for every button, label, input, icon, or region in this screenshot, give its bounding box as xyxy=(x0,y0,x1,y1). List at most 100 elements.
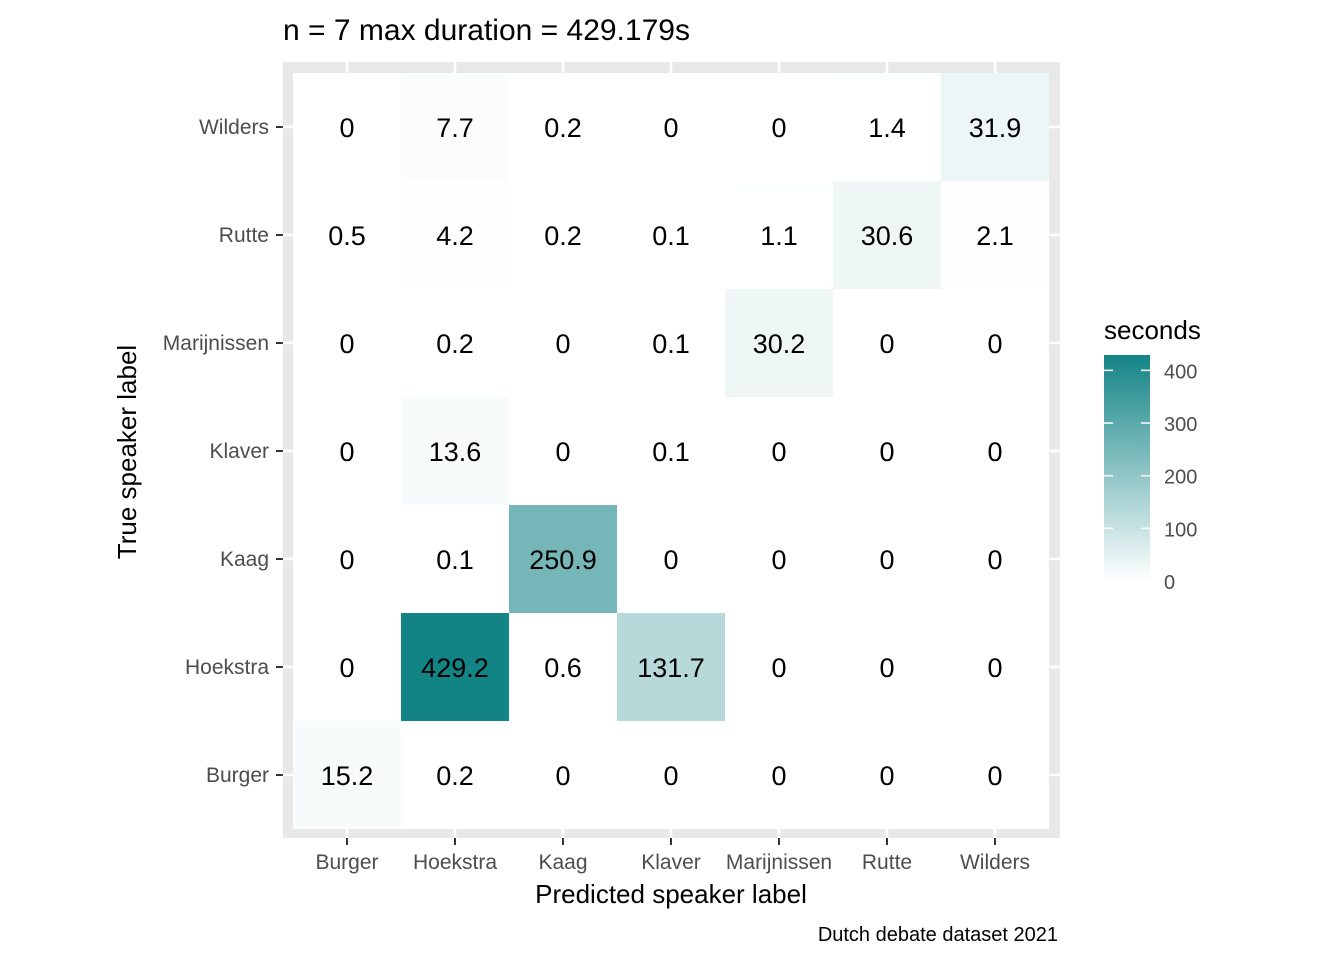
cell-value-label: 0 xyxy=(555,329,570,359)
heatmap-cell xyxy=(401,505,509,613)
cell-value-label: 30.6 xyxy=(861,221,914,251)
heatmap-cell xyxy=(617,613,725,721)
y-axis-title: True speaker label xyxy=(112,345,142,559)
x-tick-label: Hoekstra xyxy=(413,851,497,874)
heatmap-cell xyxy=(617,721,725,829)
y-axis: Burger Hoekstra Kaag Klaver Marijnissen Rutte… xyxy=(163,116,283,787)
cell-value-label: 0 xyxy=(771,653,786,683)
heatmap-cell xyxy=(617,397,725,505)
heatmap-cell xyxy=(509,73,617,181)
cell-value-label: 0.2 xyxy=(436,761,474,791)
cell-value-label: 0 xyxy=(339,329,354,359)
cell-value-label: 0 xyxy=(771,113,786,143)
cell-value-label: 13.6 xyxy=(429,437,482,467)
x-tick-label: Wilders xyxy=(960,851,1030,874)
heatmap-cell xyxy=(725,613,833,721)
cell-value-label: 0 xyxy=(339,653,354,683)
cell-value-label: 4.2 xyxy=(436,221,474,251)
cell-value-label: 0 xyxy=(663,761,678,791)
heatmap-cell xyxy=(293,397,401,505)
legend-tick-label: 300 xyxy=(1164,414,1197,436)
heatmap-cell xyxy=(401,73,509,181)
heatmap-cell xyxy=(293,289,401,397)
cell-value-label: 0.6 xyxy=(544,653,582,683)
y-tick-label: Wilders xyxy=(199,116,269,139)
cell-value-label: 1.4 xyxy=(868,113,906,143)
legend-tick-label: 400 xyxy=(1164,361,1197,383)
cell-value-label: 31.9 xyxy=(969,113,1022,143)
legend-tick-label: 0 xyxy=(1164,572,1175,594)
heatmap-cell xyxy=(293,73,401,181)
cell-value-label: 0.1 xyxy=(652,329,690,359)
heatmap-cell xyxy=(617,289,725,397)
cell-value-label: 30.2 xyxy=(753,329,806,359)
heatmap-cell xyxy=(725,721,833,829)
heatmap-cell xyxy=(293,613,401,721)
heatmap-cell xyxy=(941,505,1049,613)
y-tick-label: Klaver xyxy=(209,440,269,463)
cell-value-label: 0.2 xyxy=(436,329,474,359)
x-tick-label: Klaver xyxy=(641,851,701,874)
cell-value-label: 0.5 xyxy=(328,221,366,251)
cell-value-label: 0 xyxy=(987,761,1002,791)
heatmap-cell xyxy=(401,181,509,289)
y-tick-label: Hoekstra xyxy=(185,656,269,679)
heatmap-cell xyxy=(941,289,1049,397)
x-tick-label: Marijnissen xyxy=(726,851,832,874)
color-legend: seconds 0 100 200 300 400 xyxy=(1104,315,1201,594)
cell-value-label: 0 xyxy=(879,653,894,683)
heatmap-cell xyxy=(725,505,833,613)
x-tick-label: Rutte xyxy=(862,851,912,874)
x-tick-label: Burger xyxy=(315,851,378,874)
heatmap-cell xyxy=(509,721,617,829)
heatmap-cell xyxy=(509,397,617,505)
y-tick-label: Kaag xyxy=(220,548,269,571)
heatmap-cells xyxy=(293,73,1049,829)
legend-tick-label: 100 xyxy=(1164,519,1197,541)
cell-value-label: 0 xyxy=(771,437,786,467)
cell-value-label: 15.2 xyxy=(321,761,374,791)
cell-value-label: 429.2 xyxy=(421,653,489,683)
cell-labels: 15.2 0.2 0 0 0 0 0 0 429.2 0.6 131.7 0 0 0 0 0.1 250.9 0 0… xyxy=(321,113,1022,791)
chart-title: n = 7 max duration = 429.179s xyxy=(283,14,690,47)
heatmap-cell xyxy=(941,613,1049,721)
legend-title: seconds xyxy=(1104,315,1201,345)
heatmap-cell xyxy=(833,397,941,505)
cell-value-label: 0 xyxy=(771,545,786,575)
heatmap-cell xyxy=(725,73,833,181)
heatmap-cell xyxy=(401,289,509,397)
heatmap-cell xyxy=(617,505,725,613)
cell-value-label: 0 xyxy=(987,653,1002,683)
heatmap-cell xyxy=(617,73,725,181)
cell-value-label: 0 xyxy=(555,761,570,791)
cell-value-label: 0.2 xyxy=(544,221,582,251)
cell-value-label: 2.1 xyxy=(976,221,1014,251)
y-tick-label: Burger xyxy=(206,764,269,787)
heatmap-cell xyxy=(941,721,1049,829)
heatmap-cell xyxy=(293,181,401,289)
cell-value-label: 0 xyxy=(771,761,786,791)
cell-value-label: 0 xyxy=(879,329,894,359)
heatmap-cell xyxy=(833,73,941,181)
heatmap-cell xyxy=(941,73,1049,181)
x-axis-title: Predicted speaker label xyxy=(535,879,807,909)
cell-value-label: 0 xyxy=(339,113,354,143)
heatmap-cell xyxy=(833,613,941,721)
heatmap-cell xyxy=(509,505,617,613)
cell-value-label: 250.9 xyxy=(529,545,597,575)
heatmap-cell xyxy=(617,181,725,289)
y-tick-label: Marijnissen xyxy=(163,332,269,355)
heatmap-cell xyxy=(725,397,833,505)
cell-value-label: 0 xyxy=(879,545,894,575)
chart-caption: Dutch debate dataset 2021 xyxy=(818,924,1058,946)
heatmap-cell xyxy=(509,181,617,289)
heatmap-cell xyxy=(725,181,833,289)
x-axis: Burger Hoekstra Kaag Klaver Marijnissen Rutte… xyxy=(315,838,1030,874)
heatmap-cell xyxy=(401,397,509,505)
heatmap-cell xyxy=(293,721,401,829)
cell-value-label: 0.2 xyxy=(544,113,582,143)
heatmap-cell xyxy=(833,181,941,289)
cell-value-label: 0 xyxy=(663,545,678,575)
